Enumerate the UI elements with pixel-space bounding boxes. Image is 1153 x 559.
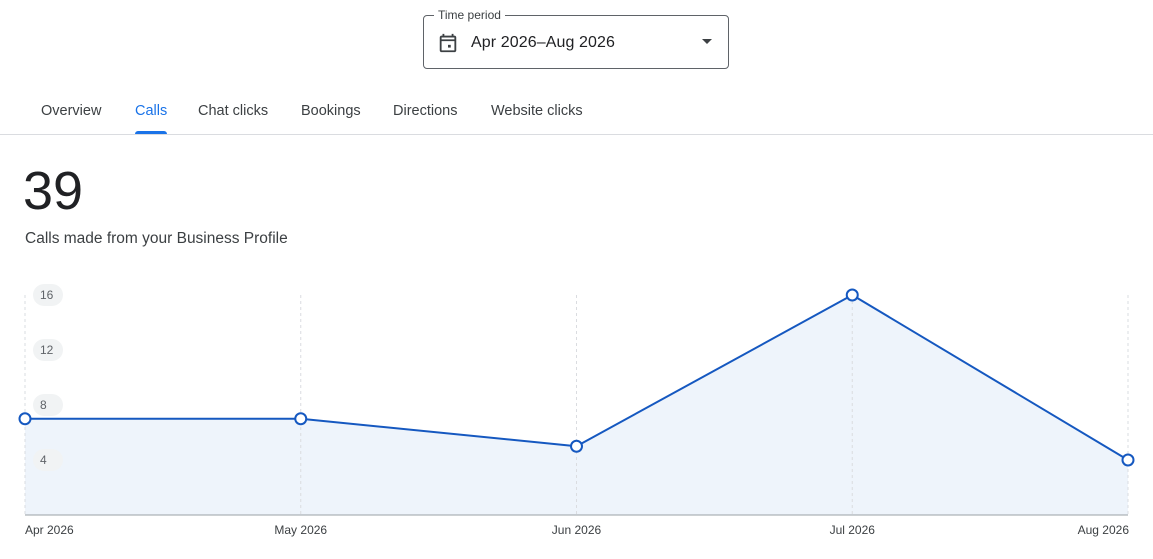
y-tick-pill [33, 449, 63, 471]
data-point [18, 412, 32, 426]
y-tick-label: 16 [40, 288, 54, 302]
data-point [845, 288, 859, 302]
data-point [1121, 453, 1135, 467]
tab-calls[interactable]: Calls [135, 90, 168, 134]
x-tick-label: Aug 2026 [1078, 523, 1130, 537]
time-period-label: Time period [434, 8, 505, 22]
tab-overview[interactable]: Overview [41, 103, 102, 119]
tab-bookings[interactable]: Bookings [301, 103, 361, 119]
calls-line-chart: 4 8 12 16 Apr 2026 May 2026 Jun 2026 Jul 2026 Au… [18, 284, 1135, 537]
y-tick-pill [33, 394, 63, 416]
chevron-down-icon [702, 39, 712, 44]
x-tick-label: Jun 2026 [552, 523, 602, 537]
tab-chat-clicks[interactable]: Chat clicks [198, 103, 269, 119]
metric-total-value: 39 [23, 161, 84, 221]
time-period-value: Apr 2026–Aug 2026 [471, 34, 616, 51]
y-tick-label: 4 [40, 453, 47, 467]
data-point [294, 412, 308, 426]
y-tick-pill [33, 339, 63, 361]
x-tick-label: Jul 2026 [830, 523, 876, 537]
metric-tabs: Overview Calls Chat clicks Bookings Dire… [0, 90, 1153, 135]
y-tick-pill [33, 284, 63, 306]
calendar-icon [439, 33, 457, 53]
tab-directions[interactable]: Directions [393, 103, 458, 119]
y-tick-label: 12 [40, 343, 54, 357]
calls-chart: 4 8 12 16 Apr 2026 May 2026 Jun 2026 Jul 2026 Au… [0, 270, 1153, 559]
tab-website-clicks[interactable]: Website clicks [491, 103, 583, 119]
data-point [570, 439, 583, 453]
x-tick-label: May 2026 [274, 523, 327, 537]
metric-caption: Calls made from your Business Profile [25, 230, 288, 247]
x-tick-label: Apr 2026 [25, 523, 74, 537]
time-period-select[interactable]: Time period Apr 2026–Aug 2026 [423, 8, 729, 69]
y-tick-label: 8 [40, 398, 47, 412]
